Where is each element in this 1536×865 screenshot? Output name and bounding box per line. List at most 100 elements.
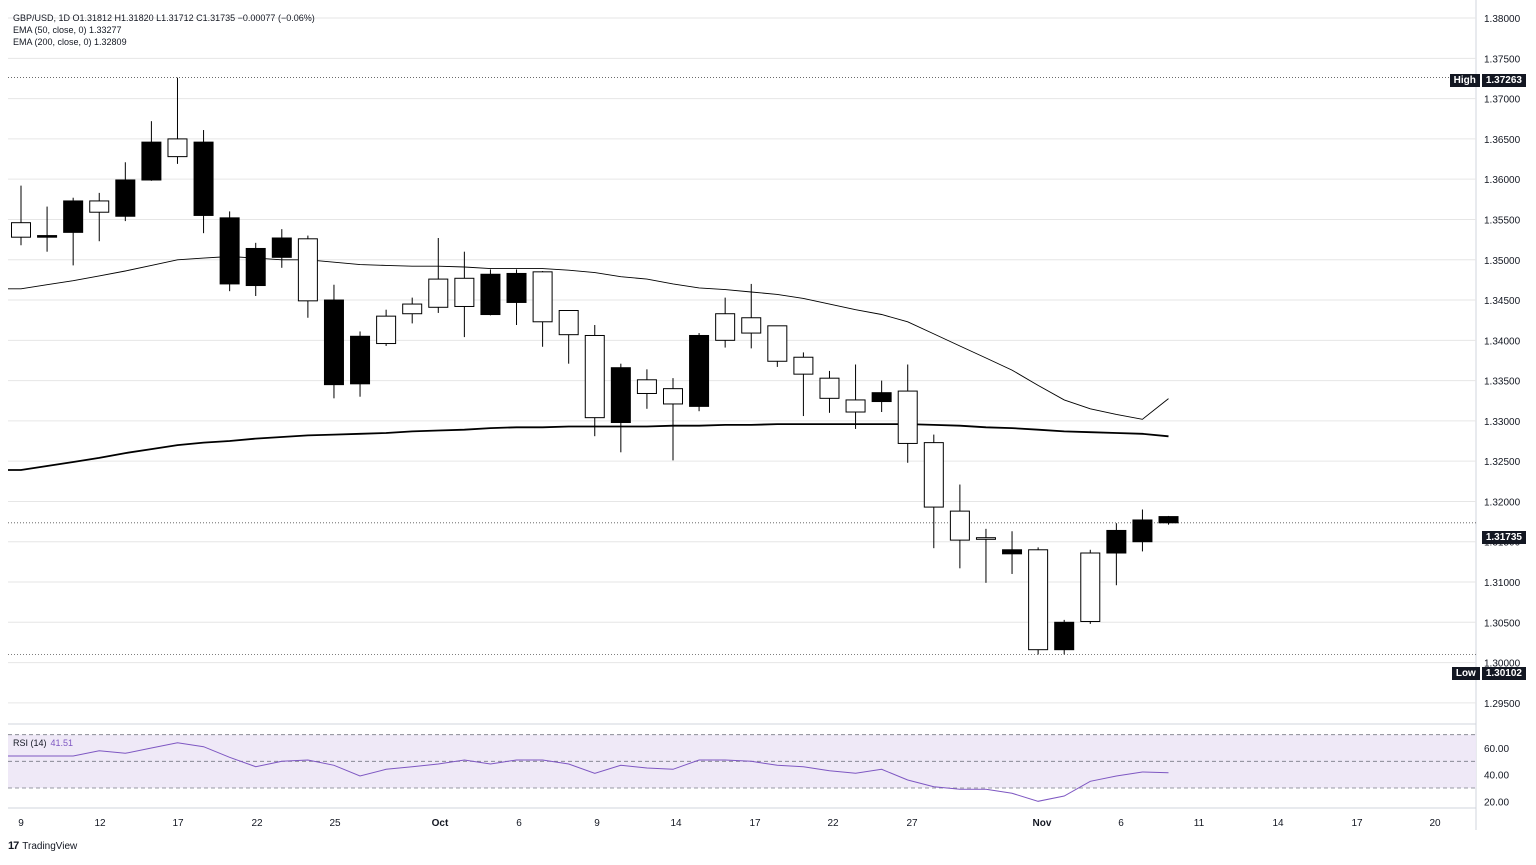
- high-label: High: [1449, 73, 1480, 87]
- candle: [167, 77, 188, 164]
- y-tick-label: 1.29500: [1484, 699, 1521, 710]
- chart-legend: GBP/USD, 1D O1.31812 H1.31820 L1.31712 C…: [13, 12, 315, 48]
- candle-body: [271, 237, 292, 258]
- x-tick-label: 6: [516, 818, 522, 829]
- ema50-line: EMA (50, close, 0) 1.33277: [13, 25, 122, 35]
- y-tick-label: 1.33500: [1484, 377, 1521, 388]
- candle: [193, 130, 214, 234]
- candle-body: [845, 399, 866, 413]
- candle-body: [323, 299, 344, 386]
- candle-body: [663, 388, 683, 405]
- candle: [1080, 549, 1101, 624]
- tradingview-branding[interactable]: 17 TradingView: [8, 840, 77, 852]
- candle-body: [297, 238, 318, 302]
- candle-body: [1132, 519, 1153, 543]
- low-marker: Low 1.30102: [1451, 666, 1526, 680]
- candle-body: [715, 313, 736, 341]
- candle-body: [141, 141, 162, 181]
- rsi-panel: [8, 734, 1476, 802]
- x-tick-label: 9: [594, 818, 600, 829]
- low-label: Low: [1451, 666, 1480, 680]
- candle-body: [167, 138, 188, 158]
- rsi-value: 41.51: [50, 738, 74, 748]
- y-tick-label: 1.31000: [1484, 578, 1521, 589]
- candle: [1106, 523, 1127, 586]
- candle: [376, 309, 397, 346]
- y-tick-label: 1.32000: [1484, 497, 1521, 508]
- candle: [845, 364, 866, 429]
- candle-body: [506, 272, 527, 303]
- y-tick-label: 1.36500: [1484, 135, 1521, 146]
- candle-body: [610, 367, 631, 423]
- candle-body: [37, 235, 58, 238]
- candle: [297, 235, 318, 318]
- x-tick-label: 17: [1351, 818, 1363, 829]
- candle: [949, 484, 970, 569]
- ema50-series: [8, 256, 1169, 420]
- candle-body: [636, 379, 657, 394]
- candle-body: [897, 390, 918, 444]
- candle-body: [819, 377, 840, 399]
- candle-body: [689, 334, 710, 407]
- candle-body: [376, 315, 397, 345]
- candle-body: [11, 222, 31, 238]
- candle-body: [454, 277, 475, 307]
- candle-body: [428, 278, 449, 308]
- candle-body: [923, 442, 944, 508]
- candle-body: [1158, 516, 1179, 524]
- candle: [219, 211, 240, 292]
- candle-body: [767, 325, 788, 362]
- candle: [1002, 531, 1023, 574]
- candle: [819, 370, 840, 413]
- rsi-series: [8, 742, 1169, 802]
- candle: [428, 237, 449, 313]
- candle: [480, 269, 501, 316]
- candle: [663, 378, 683, 461]
- candle-body: [1054, 621, 1075, 651]
- x-tick-label: 14: [670, 818, 682, 829]
- ema200-series: [8, 423, 1169, 471]
- candle-body: [115, 179, 136, 217]
- ema200-line: EMA (200, close, 0) 1.32809: [13, 37, 127, 47]
- candle: [636, 369, 657, 409]
- candle-body: [63, 200, 84, 233]
- y-tick-label: 1.34000: [1484, 336, 1521, 347]
- candle-body: [245, 247, 266, 287]
- x-tick-label: 22: [251, 818, 263, 829]
- candle: [610, 363, 631, 453]
- candle: [715, 297, 736, 348]
- candle: [402, 297, 423, 324]
- candle: [975, 528, 996, 583]
- x-tick-label: Oct: [432, 818, 449, 829]
- candle: [689, 333, 710, 412]
- candle: [1132, 509, 1153, 552]
- candle-body: [532, 271, 553, 323]
- y-tick-label: 1.37500: [1484, 54, 1521, 65]
- candle: [63, 197, 84, 266]
- y-tick-label: 1.30500: [1484, 618, 1521, 629]
- candle: [323, 284, 344, 399]
- candle-body: [1106, 529, 1127, 554]
- candle-body: [975, 537, 996, 540]
- y-tick-label: 1.38000: [1484, 14, 1521, 25]
- candle-body: [402, 303, 423, 315]
- candle: [271, 229, 292, 268]
- candle-body: [793, 356, 814, 375]
- candle-body: [219, 217, 240, 285]
- rsi-legend: RSI (14) 41.51: [13, 738, 73, 748]
- candle: [923, 434, 944, 549]
- candle-body: [1080, 552, 1101, 622]
- x-tick-label: 14: [1272, 818, 1284, 829]
- x-tick-label: 9: [18, 818, 24, 829]
- candle: [506, 269, 527, 326]
- x-tick-label: 22: [827, 818, 839, 829]
- last-price-tag: 1.31735: [1481, 531, 1526, 544]
- high-value: 1.37263: [1481, 73, 1526, 87]
- rsi-tick-label: 40.00: [1484, 771, 1509, 782]
- candle: [245, 242, 266, 297]
- y-tick-label: 1.35000: [1484, 256, 1521, 267]
- y-tick-label: 1.32500: [1484, 457, 1521, 468]
- y-tick-label: 1.30000: [1484, 659, 1521, 670]
- candle: [115, 162, 136, 222]
- y-tick-label: 1.33000: [1484, 417, 1521, 428]
